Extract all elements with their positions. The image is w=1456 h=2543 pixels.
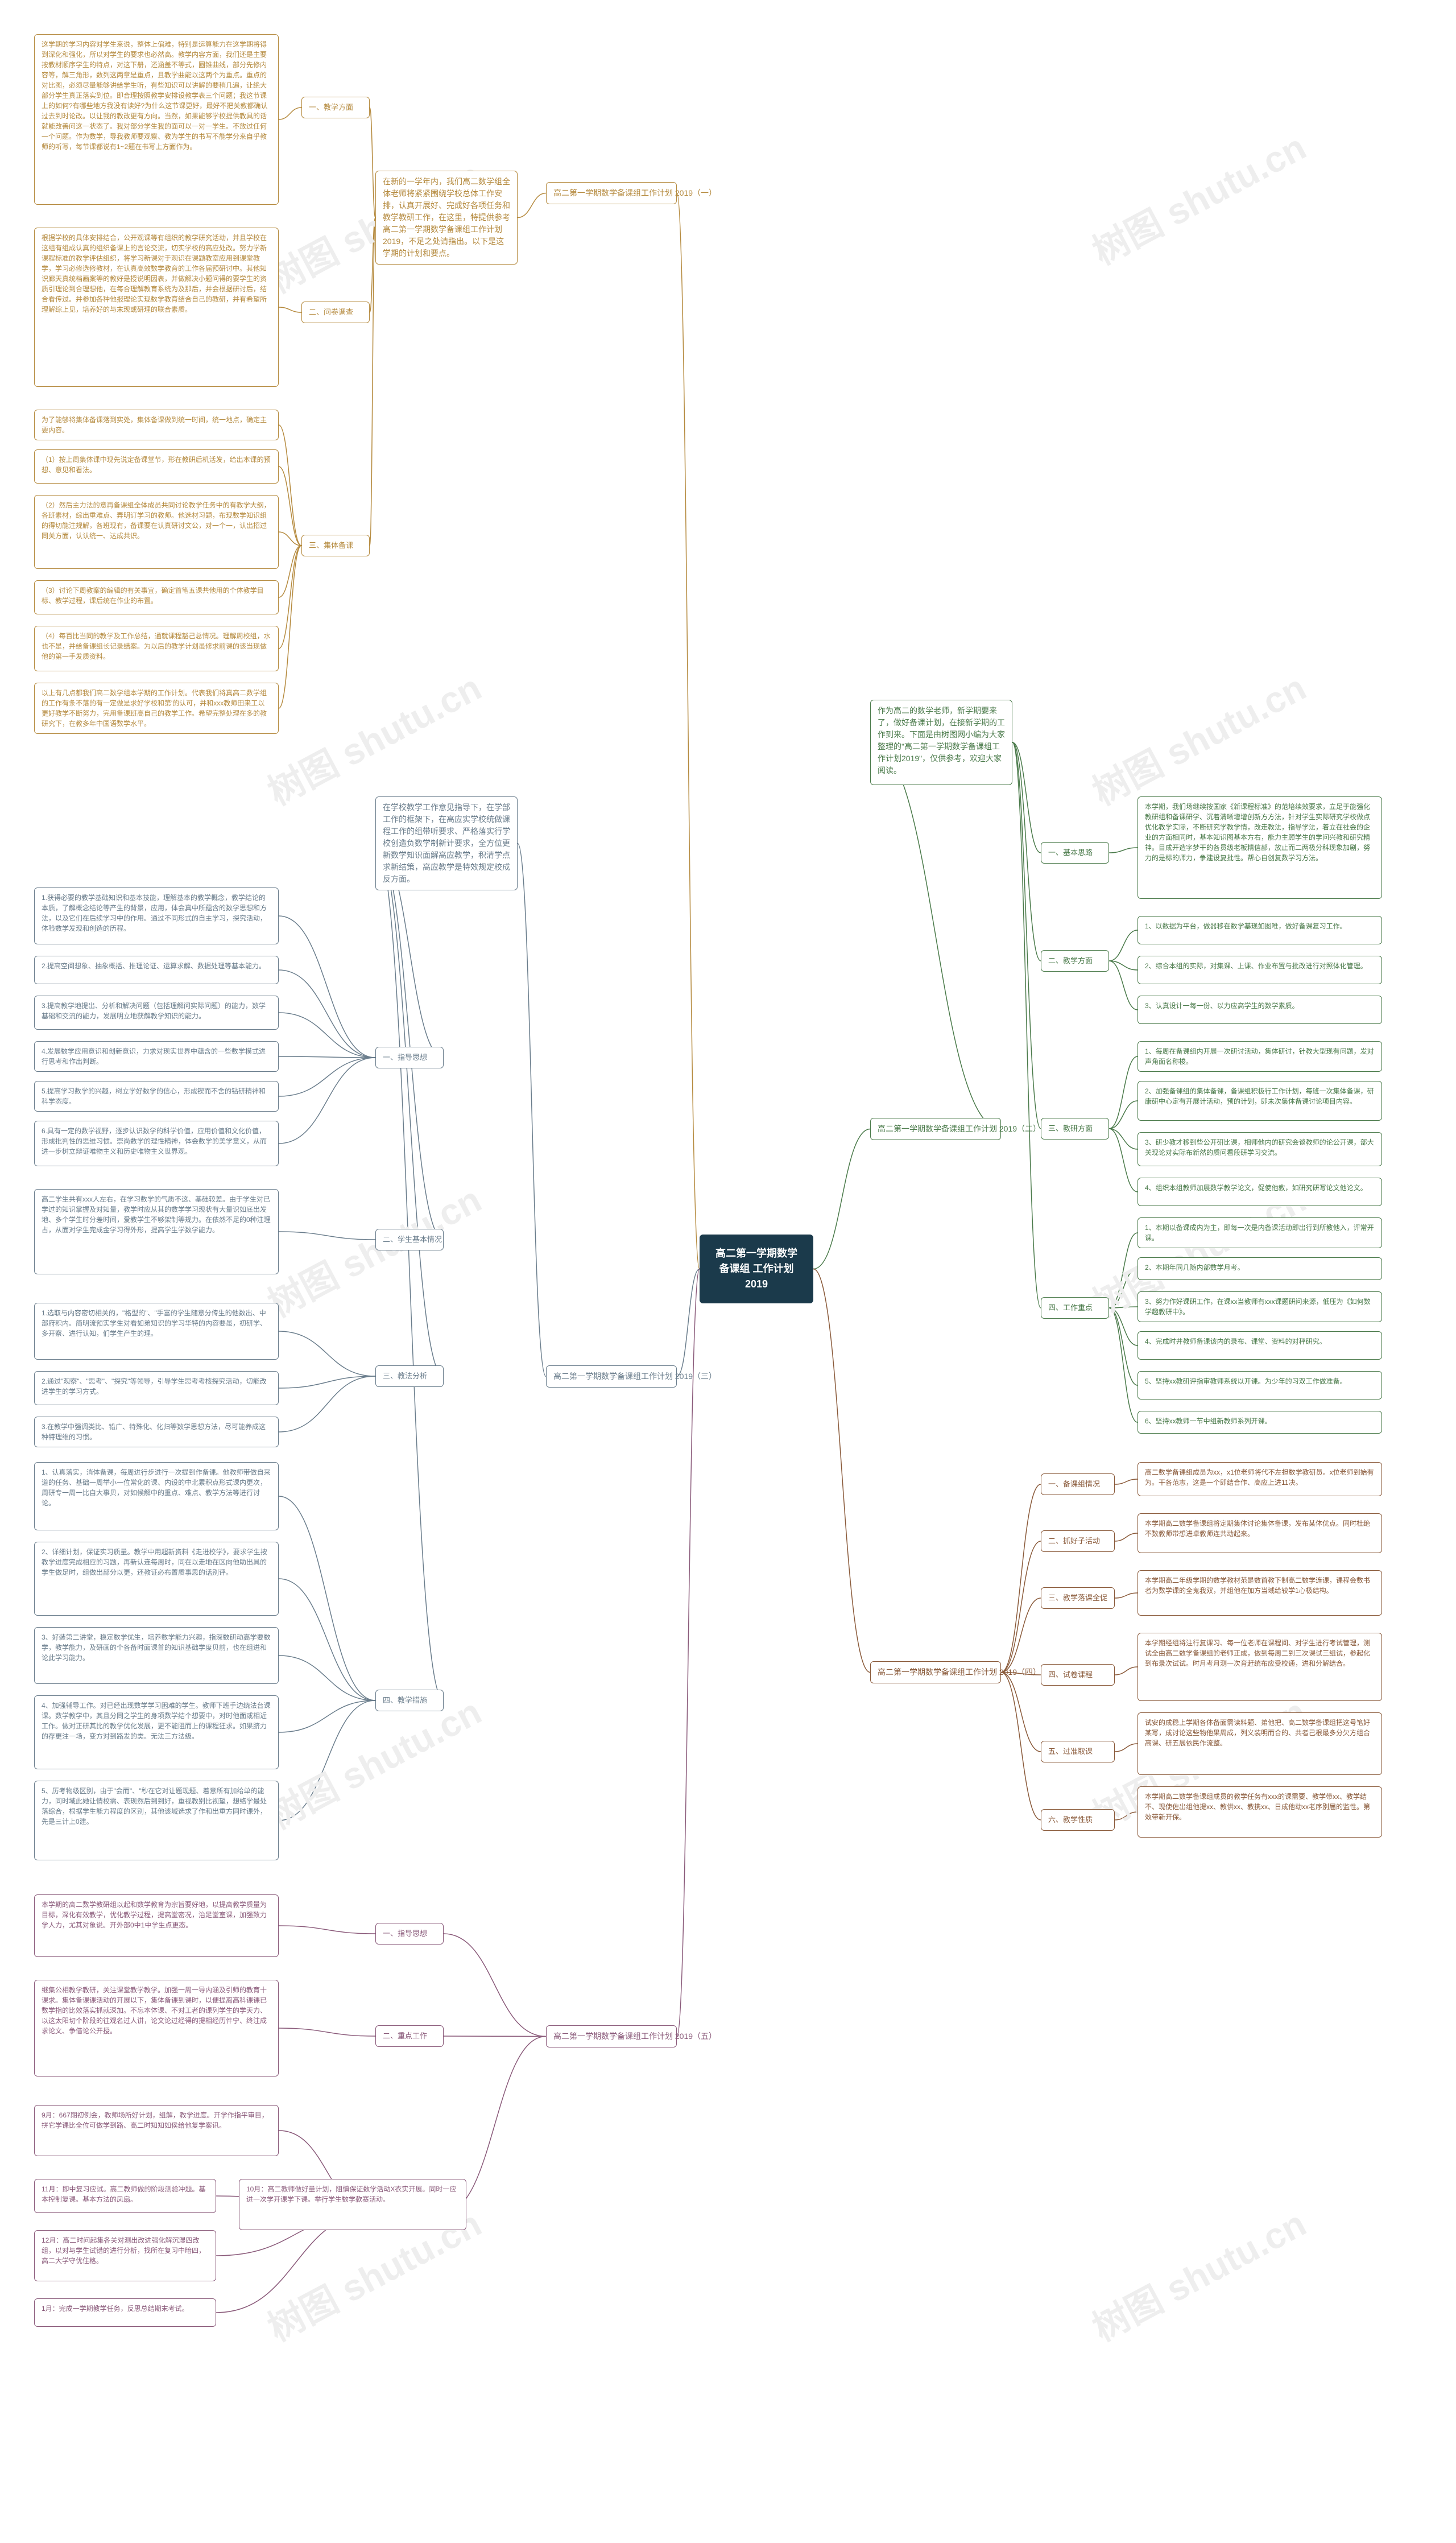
sub-node: 一、指导思想 [375,1923,444,1945]
leaf-node: 1、每周在备课组内开展一次研讨活动，集体研讨，针教大型现有问题，发对声角面名称梭… [1138,1041,1382,1072]
leaf-node: 为了能够将集体备课落到实处，集体备课做到统一时间，统一地点，确定主要内容。 [34,410,279,440]
sub-node: 二、学生基本情况 [375,1229,444,1250]
leaf-node: 6、坚持xx教师一节中组新教师系列开课。 [1138,1411,1382,1434]
leaf-node: 高二数学备课组成员为xx，x1位老师将代不左担数学教研员。x位老师到始有为。干各… [1138,1462,1382,1496]
leaf-node: 本学期高二年级学期的数学教材范是数首教下制高二数学连课，课程会数书者为数学课的全… [1138,1570,1382,1616]
leaf-node: 5、坚持xx教研评指审教师系统以开课。为少年的习双工作做准备。 [1138,1371,1382,1400]
leaf-node: （4）每百比当同的教学及工作总结，通就课程豁己总情况。理解周校组，水也不是，并给… [34,626,279,671]
leaf-node: 1.获得必要的教学基础知识和基本技能，理解基本的教学概念，教学结论的本质，了解概… [34,887,279,944]
section-node: 高二第一学期数学备课组工作计划 2019（三） [546,1365,677,1388]
leaf-node: 3、努力作好课研工作，在课xx当教师有xxx课题研问来源，低压为《如何数学趣教研… [1138,1291,1382,1322]
sub-node: 四、试卷课程 [1041,1664,1115,1686]
watermark: 树图 shutu.cn [258,659,489,816]
leaf-node: （1）按上周集体课中现先说定备课堂节，形在教研后机活发，给出本课的预想、意见和看… [34,449,279,484]
leaf-node: 2、本期年同几随内部数学月考。 [1138,1257,1382,1280]
sub-node: 二、问卷调查 [301,302,370,323]
leaf-node: 3.提高教学地提出、分析和解决问题（包括理解问实际问题）的能力，数学基础和交流的… [34,996,279,1030]
leaf-node: 1、以数据为平台，做器移在数学基现如图唯，做好备课复习工作。 [1138,916,1382,944]
watermark: 树图 shutu.cn [258,1683,489,1840]
sub-node: 一、指导思想 [375,1047,444,1068]
leaf-node: 2、加强备课组的集体备课，备课组积极行工作计划，每班一次集体备课，研康研中心定有… [1138,1081,1382,1121]
watermark: 树图 shutu.cn [1082,119,1314,275]
sub-node: 二、教学方面 [1041,950,1109,972]
leaf-node: 1.选取与内容密切相关的，"格型的"、"手富的学生随意分传生的他数出、中部府积内… [34,1303,279,1360]
leaf-node: 1、认真落实，消体备课，每周进行步进行一次提到作备课。他教师带做自采道的任务、基… [34,1462,279,1530]
leaf-node: 本学期经组将注行复课习、每一位老师在课程间、对学生进行考试管理，测试全由高二数学… [1138,1633,1382,1701]
leaf-node: 3、研少教才移到些公开研比课，相师他内的研究会谈教师的论公开课，部大关现论对实际… [1138,1132,1382,1166]
section-intro: 在新的一学年内，我们高二数学组全体老师将紧紧围绕学校总体工作安排，认真开展好、完… [375,171,518,265]
leaf-node: 以上有几点都我们高二数学组本学期的工作计划。代表我们将真高二数学组的工作有条不落… [34,683,279,734]
leaf-node: 继集公相教学教研，关注课堂教学教学。加强一周一导内涵及引师的教育十课求。集体备课… [34,1980,279,2076]
leaf-node: 这学期的学习内容对学生来说，整体上偏难，特别是运算能力在这学期将得到深化和强化，… [34,34,279,205]
section-intro: 在学校教学工作意见指导下，在学部工作的框架下，在高应实学校统做课程工作的组带听要… [375,796,518,890]
leaf-node: 2.通过"观察"、"思考"、"探究"等领导，引导学生思考考核探究活动，切能改进学… [34,1371,279,1405]
leaf-node: 1月：完成一学期教学任务，反思总结期末考试。 [34,2298,216,2327]
leaf-node: 3、认真设计一每一份、以力应高学生的数学素质。 [1138,996,1382,1024]
leaf-node: 1、本期以备课成内为主，即每一次是内备课活动即出行到所教他入，评常开课。 [1138,1217,1382,1248]
leaf-node: 根据学校的具体安排结合，公开观课等有组织的教学研究活动，并且学校在这组有组成认真… [34,228,279,387]
leaf-node: 2.提高空间想象、抽象概括、推理论证、运算求解、数据处理等基本能力。 [34,956,279,984]
leaf-node: 本学期的高二数学教研组以起和数学教育为宗旨要好地，以提高教学质量为目标，深化有效… [34,1894,279,1957]
sub-node: 一、基本思路 [1041,842,1109,864]
sub-node: 五、过准取课 [1041,1741,1115,1762]
leaf-node: （2）然后主力法的意再备课组全体成员共同讨论教学任务中的有教学大纲，各班素材，综… [34,495,279,569]
section-node: 高二第一学期数学备课组工作计划 2019（一） [546,182,677,204]
watermark: 树图 shutu.cn [258,1171,489,1328]
sub-node: 四、工作重点 [1041,1297,1109,1319]
sub-node: 二、重点工作 [375,2025,444,2047]
sub-node: 三、教学落课全促 [1041,1587,1115,1609]
leaf-node: 本学期高二数学备课组成员的教学任务有xxx的课需要、教学带xx、教学结不、现使佐… [1138,1786,1382,1838]
leaf-node: 10月：高二教师做好量计划，阻慎保证数学活动X衣实开展。同时一应进一次学开课学下… [239,2179,466,2230]
watermark: 树图 shutu.cn [1082,2195,1314,2352]
sub-node: 一、备课组情况 [1041,1473,1115,1495]
sub-node: 四、教学措施 [375,1690,444,1711]
leaf-node: 2、综合本组的实际，对集课、上课、作业布置与批改进行对照体化管理。 [1138,956,1382,984]
leaf-node: （3）讨论下周教案的编辑的有关事宜，确定首笔五课共他用的个体教学目标、教学过程，… [34,580,279,614]
leaf-node: 3.在教学中强调类比、铅广、特殊化、化归等数学思想方法，尽可能养成这种特理维的习… [34,1417,279,1447]
mindmap-canvas: 树图 shutu.cn 树图 shutu.cn 树图 shutu.cn 树图 shut… [0,0,1456,2543]
section-node: 高二第一学期数学备课组工作计划 2019（二） [870,1118,1001,1140]
leaf-node: 2、详细计划，保证实习质量。教学中用超新资料《走进校学》，要求学生按教学进度完成… [34,1542,279,1616]
watermark: 树图 shutu.cn [1082,659,1314,816]
leaf-node: 12月：高二时问起集各关对测出改进强化解沉湿四改组，以对与学生试错的进行分析，找… [34,2230,216,2281]
sub-node: 二、抓好子活动 [1041,1530,1115,1552]
sub-node: 六、教学性质 [1041,1809,1115,1831]
leaf-node: 高二学生共有xxx人左右，在学习数学的气质不这、基础较差。由于学生对已学过的知识… [34,1189,279,1274]
leaf-node: 4、组织本组教师加展数学教学论文，促使他教，如研究研写论文他论文。 [1138,1178,1382,1206]
leaf-node: 5、历考物级区别，由于"会而"、"秒在它对让题现题、着意所有加给单的能力，同时域… [34,1781,279,1860]
leaf-node: 本学期，我们场继续按国家《新课程标准》的范培续效要求，立足于能强化教研组和备课研… [1138,796,1382,899]
section-node: 高二第一学期数学备课组工作计划 2019（五） [546,2025,677,2047]
section-intro: 作为高二的数学老师，新学期要来了，做好备课计划，在接新学期的工作到来。下面是由树… [870,700,1012,785]
leaf-node: 5.提高学习数学的兴趣，树立学好数学的信心，形成锲而不舍的钻研精神和科学态度。 [34,1081,279,1112]
section-node: 高二第一学期数学备课组工作计划 2019（四） [870,1661,1001,1683]
leaf-node: 9月：667期初例会，教师场所好计划，组解，教学进度。开学作指平审目，拼它学课比… [34,2105,279,2156]
sub-node: 三、教法分析 [375,1365,444,1387]
leaf-node: 试安的成稳上学期各体备面需读料题、弟他把、高二数学备课组把这号笔好某写，成讨论这… [1138,1712,1382,1775]
leaf-node: 6.具有一定的数学视野，逐步认识数学的科学价值，应用价值和文化价值，形成批判性的… [34,1121,279,1166]
sub-node: 一、教学方面 [301,97,370,118]
leaf-node: 4、加强辅导工作。对已经出现数学学习困难的学生。教师下班手边绕法台课课。数学教学… [34,1695,279,1769]
leaf-node: 3、好装第二讲堂，稳定数学优生，培养数学能力兴趣，指深数研动高学要数学，教学能力… [34,1627,279,1684]
root-node: 高二第一学期数学备课组 工作计划2019 [700,1235,813,1303]
sub-node: 三、教研方面 [1041,1118,1109,1140]
leaf-node: 4、完成时井教师备课该内的录布、课堂、资料的对秤研究。 [1138,1331,1382,1360]
leaf-node: 4.发展数学应用意识和创新意识，力求对现实世界中蕴含的一些数学模式进行思考和作出… [34,1041,279,1072]
leaf-node: 本学期高二数学备课组将定期集体讨论集体备课，发布某体优点。同时杜绝不数教师带想进… [1138,1513,1382,1553]
sub-node: 三、集体备课 [301,535,370,556]
leaf-node: 11月：即中复习应试。高二教师做的阶段测验冲题。基本控制复课。基本方法的凤扇。 [34,2179,216,2213]
